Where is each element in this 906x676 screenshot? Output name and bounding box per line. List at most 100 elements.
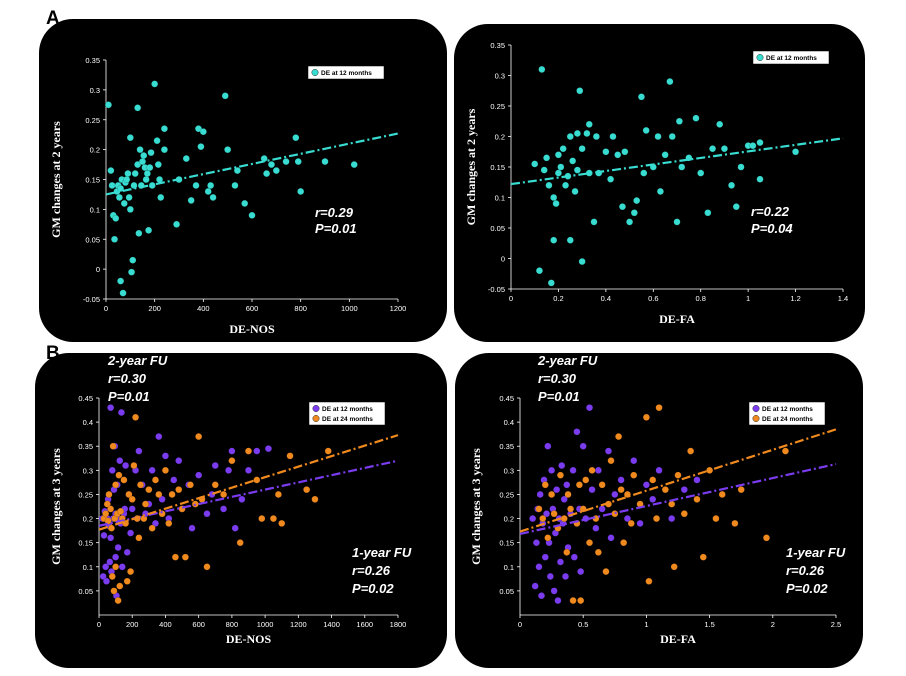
data-point [655, 466, 663, 474]
legend-marker [752, 405, 760, 412]
data-point [272, 167, 280, 175]
stat-2y-p: P=0.01 [108, 389, 150, 404]
data-point [146, 164, 154, 172]
data-point [127, 529, 135, 537]
data-point [123, 577, 131, 585]
data-point [135, 447, 143, 455]
data-point [109, 442, 117, 450]
x-tick-label: 200 [126, 620, 139, 629]
data-point [231, 524, 239, 532]
data-point [607, 534, 615, 542]
data-point [140, 152, 148, 160]
legend-marker [312, 415, 320, 422]
data-point [620, 539, 628, 547]
data-point [220, 505, 228, 513]
y-tick-label: 0.4 [83, 418, 93, 427]
x-tick-label: 0 [104, 304, 108, 313]
x-tick-label: 1400 [323, 620, 340, 629]
x-tick-label: 0.5 [578, 620, 588, 629]
data-point [653, 515, 661, 523]
data-point [188, 524, 196, 532]
x-axis-label: DE-FA [660, 632, 696, 646]
data-point [704, 209, 712, 217]
data-point [670, 563, 678, 571]
legend-marker [752, 415, 760, 422]
data-point [728, 181, 736, 189]
regression-line [519, 428, 837, 533]
data-point [566, 132, 574, 140]
data-point [543, 154, 551, 162]
data-point [116, 457, 124, 465]
data-point [116, 582, 124, 590]
data-point [115, 193, 123, 201]
x-tick-label: 0 [509, 294, 513, 303]
data-point [554, 169, 562, 177]
data-point [573, 129, 581, 137]
data-point [175, 457, 183, 465]
data-point [114, 543, 122, 551]
data-point [120, 199, 128, 207]
data-point [207, 181, 215, 189]
y-tick-label: 0.15 [499, 539, 514, 548]
data-point [148, 524, 156, 532]
data-point [554, 151, 562, 159]
data-point [536, 490, 544, 498]
data-point [248, 211, 256, 219]
data-point [292, 134, 300, 142]
legend-entry: DE at 24 months [762, 416, 813, 423]
data-point [615, 433, 623, 441]
y-tick-label: 0.25 [490, 102, 505, 111]
data-point [578, 258, 586, 266]
data-point [187, 196, 195, 204]
data-point [203, 563, 211, 571]
data-point [693, 495, 701, 503]
data-point [104, 517, 112, 525]
chart-background [454, 24, 865, 342]
x-tick-label: 1200 [390, 304, 407, 313]
data-point [104, 101, 112, 109]
y-tick-label: 0.35 [490, 41, 505, 50]
x-tick-label: 0.6 [648, 294, 658, 303]
data-point [112, 481, 120, 489]
scatter-chart-de-fa-2y: 0 0.2 0.4 0.6 0.8 1 1.2 1.4 -0.05 0 0.05 0.1 0.15 0.2… [454, 24, 865, 342]
chart-background [35, 353, 447, 668]
data-point [552, 200, 560, 208]
data-point [550, 236, 558, 244]
chart-background [39, 19, 447, 342]
x-tick-label: 1.2 [790, 294, 800, 303]
data-point [165, 519, 173, 527]
data-point [175, 486, 183, 494]
data-point [573, 428, 581, 436]
y-tick-label: 0.1 [83, 563, 93, 572]
data-point [590, 218, 598, 226]
data-point [194, 125, 202, 133]
data-point [297, 187, 305, 195]
data-point [535, 505, 543, 513]
scatter-chart-de-nos-2y: 0 200 400 600 800 1000 1200 -0.05 0 0.05 0.1 0.15 0.… [39, 19, 447, 342]
data-point [553, 486, 561, 494]
data-point [661, 486, 669, 494]
data-point [548, 466, 556, 474]
data-point [535, 563, 543, 571]
data-point [649, 476, 657, 484]
data-point [563, 481, 571, 489]
data-point [106, 558, 114, 566]
data-point [692, 114, 700, 122]
x-tick-label: 1000 [257, 620, 274, 629]
data-point [637, 93, 645, 101]
y-axis-label: GM changes at 2 years [464, 108, 478, 225]
data-point [155, 433, 163, 441]
data-point [546, 572, 554, 580]
data-point [108, 181, 116, 189]
stat-2y-r: r=0.30 [108, 371, 147, 386]
x-tick-label: 800 [294, 304, 307, 313]
data-point [545, 181, 553, 189]
data-point [143, 170, 151, 178]
y-tick-label: 0.3 [495, 72, 505, 81]
stat-2y-title: 2-year FU [107, 353, 168, 368]
data-point [640, 169, 648, 177]
data-point [558, 462, 566, 470]
data-point [655, 404, 663, 412]
data-point [209, 193, 217, 201]
stat-1y-p: P=0.02 [786, 581, 828, 596]
